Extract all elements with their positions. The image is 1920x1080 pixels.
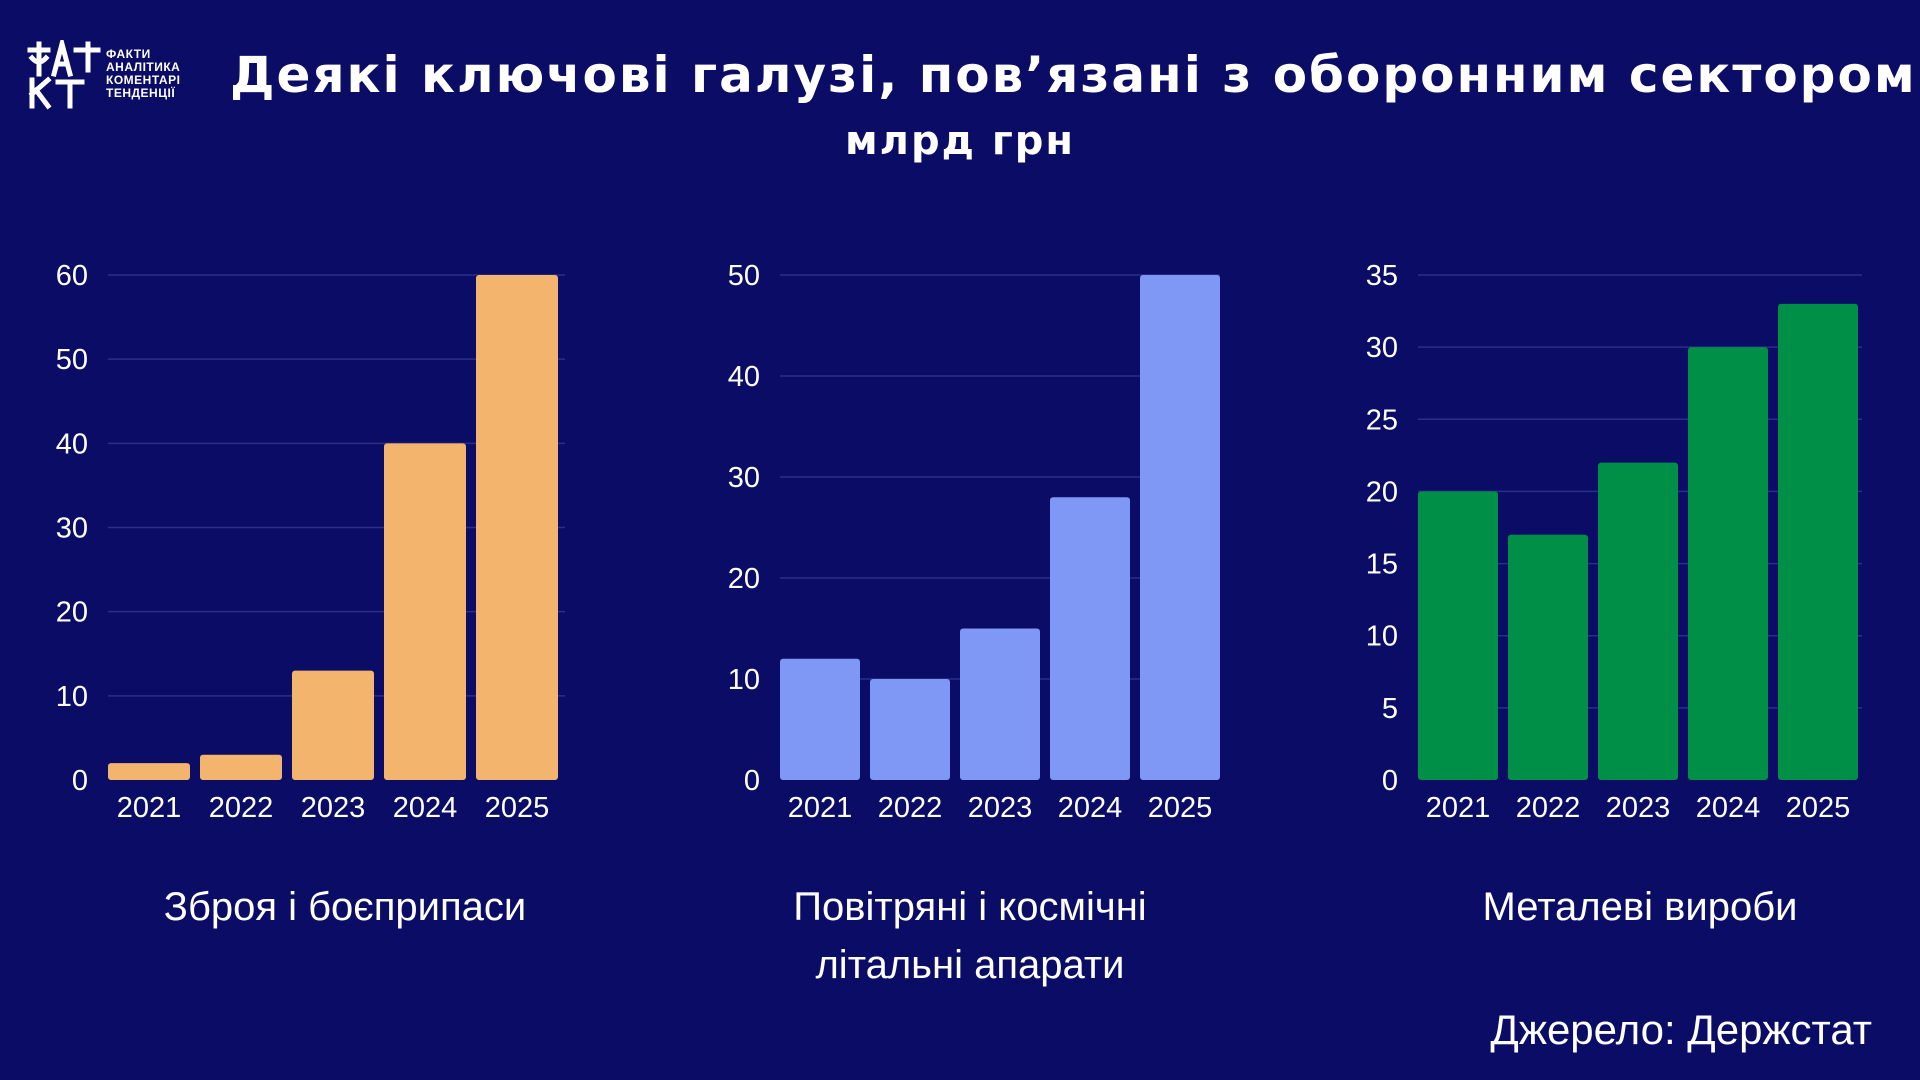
caption-line: Зброя і боєприпаси [163,885,527,929]
fakt-logo-icon [27,40,101,110]
bar-2021 [780,658,860,780]
chart-caption-aircraft: Повітряні і космічні літальні апарати [720,878,1220,994]
x-tick-label: 2025 [1148,792,1213,824]
x-tick-label: 2021 [117,792,182,824]
bar-2022 [870,679,950,780]
logo: ФАКТИ АНАЛІТИКА КОМЕНТАРІ ТЕНДЕНЦІЇ [24,40,204,110]
bar-2025 [1778,303,1858,780]
x-tick-label: 2024 [1696,792,1761,824]
bar-2025 [1140,275,1220,780]
subtitle-text: млрд грн [844,118,1076,164]
x-tick-label: 2025 [485,792,550,824]
bar-2022 [1508,534,1588,780]
y-tick-label: 20 [1366,476,1398,508]
y-tick-label: 35 [1366,260,1398,292]
chart-weapons: 0 10 20 30 40 50 60 2021 2022 2023 2024 2025 [56,260,565,824]
bar-2021 [108,763,190,780]
bar-2023 [960,628,1040,780]
bar-2025 [476,275,558,780]
bar-2024 [1688,347,1768,780]
x-tick-label: 2023 [301,792,366,824]
y-tick-label: 10 [1366,621,1398,653]
caption-line: Повітряні і космічні [793,885,1147,929]
caption-line: літальні апарати [815,943,1125,987]
chart-caption-metal: Металеві вироби [1390,878,1890,936]
caption-line: Металеві вироби [1482,885,1798,929]
x-tick-label: 2023 [1606,792,1671,824]
y-tick-label: 0 [1382,765,1398,797]
y-tick-label: 20 [56,597,88,629]
y-tick-label: 30 [1366,332,1398,364]
y-tick-label: 25 [1366,404,1398,436]
logo-line-1: ФАКТИ [106,47,151,61]
logo-line-2: АНАЛІТИКА [106,60,181,74]
y-tick-label: 10 [56,681,88,713]
bar-2024 [1050,497,1130,780]
bar-2021 [1418,491,1498,780]
bar-2022 [200,754,282,780]
chart-caption-weapons: Зброя і боєприпаси [100,878,590,936]
x-tick-label: 2022 [209,792,274,824]
x-tick-label: 2021 [788,792,853,824]
x-tick-label: 2024 [393,792,458,824]
x-tick-label: 2023 [968,792,1033,824]
y-tick-label: 0 [72,765,88,797]
x-tick-label: 2024 [1058,792,1123,824]
y-tick-label: 30 [728,462,760,494]
logo-text: ФАКТИ АНАЛІТИКА КОМЕНТАРІ ТЕНДЕНЦІЇ [106,48,180,100]
logo-line-4: ТЕНДЕНЦІЇ [106,86,176,100]
y-tick-label: 10 [728,664,760,696]
chart-aircraft: 0 10 20 30 40 50 2021 2022 2023 2024 2025 [728,260,1220,824]
y-tick-label: 40 [728,361,760,393]
logo-line-3: КОМЕНТАРІ [106,73,181,87]
y-tick-label: 50 [728,260,760,292]
bar-2024 [384,443,466,780]
x-tick-label: 2025 [1786,792,1851,824]
bar-2023 [1598,462,1678,780]
x-tick-label: 2022 [1516,792,1581,824]
y-tick-label: 50 [56,344,88,376]
y-tick-label: 40 [56,428,88,460]
source-note: Джерело: Держстат [1490,1006,1872,1053]
page-subtitle: млрд грн [0,118,1920,164]
y-tick-label: 15 [1366,549,1398,581]
y-tick-label: 30 [56,513,88,545]
y-tick-label: 20 [728,563,760,595]
x-tick-label: 2022 [878,792,943,824]
bar-2023 [292,670,374,780]
y-tick-label: 5 [1382,693,1398,725]
page-title: Деякі ключові галузі, пов’язані з оборон… [230,46,1917,104]
y-tick-label: 0 [744,765,760,797]
x-tick-label: 2021 [1426,792,1491,824]
y-tick-label: 60 [56,260,88,292]
